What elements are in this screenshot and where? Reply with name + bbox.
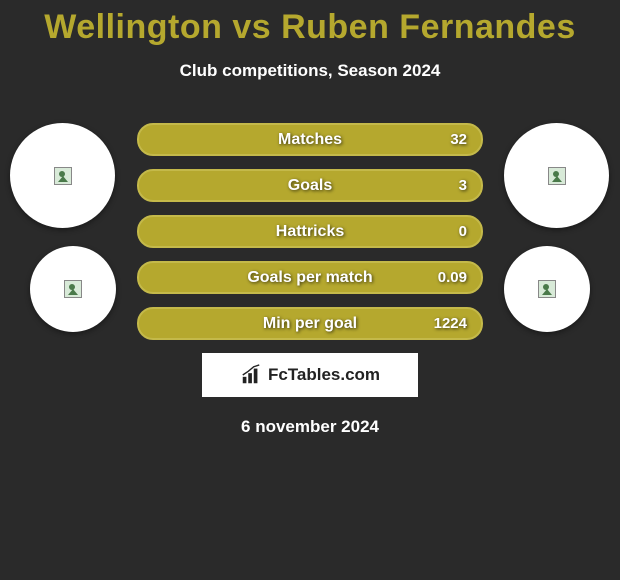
- stat-label: Hattricks: [276, 223, 344, 241]
- stat-bar-min-per-goal: Min per goal 1224: [137, 307, 483, 340]
- brand-text: FcTables.com: [268, 365, 380, 385]
- stat-label: Matches: [278, 131, 342, 149]
- stat-value: 1224: [434, 315, 467, 332]
- player-avatar-right-2: [504, 246, 590, 332]
- stat-value: 3: [459, 177, 467, 194]
- stat-label: Goals: [288, 177, 332, 195]
- stat-bar-goals-per-match: Goals per match 0.09: [137, 261, 483, 294]
- stat-label: Min per goal: [263, 315, 357, 333]
- page-title: Wellington vs Ruben Fernandes: [0, 8, 620, 47]
- stat-value: 32: [450, 131, 467, 148]
- right-avatars: [504, 123, 610, 350]
- chart-icon: [240, 364, 262, 386]
- broken-image-icon: [538, 280, 556, 298]
- stat-label: Goals per match: [247, 269, 372, 287]
- broken-image-icon: [548, 167, 566, 185]
- stat-value: 0.09: [438, 269, 467, 286]
- player-avatar-right-1: [504, 123, 609, 228]
- stat-bar-goals: Goals 3: [137, 169, 483, 202]
- broken-image-icon: [64, 280, 82, 298]
- left-avatars: [10, 123, 116, 350]
- comparison-section: Matches 32 Goals 3 Hattricks 0 Goals per…: [0, 123, 620, 437]
- stat-bar-matches: Matches 32: [137, 123, 483, 156]
- stat-bar-hattricks: Hattricks 0: [137, 215, 483, 248]
- stat-value: 0: [459, 223, 467, 240]
- stat-bars: Matches 32 Goals 3 Hattricks 0 Goals per…: [137, 123, 483, 340]
- broken-image-icon: [54, 167, 72, 185]
- page-root: Wellington vs Ruben Fernandes Club compe…: [0, 0, 620, 437]
- footer-date: 6 november 2024: [0, 417, 620, 437]
- player-avatar-left-1: [10, 123, 115, 228]
- brand-badge: FcTables.com: [202, 353, 418, 397]
- page-subtitle: Club competitions, Season 2024: [0, 61, 620, 81]
- player-avatar-left-2: [30, 246, 116, 332]
